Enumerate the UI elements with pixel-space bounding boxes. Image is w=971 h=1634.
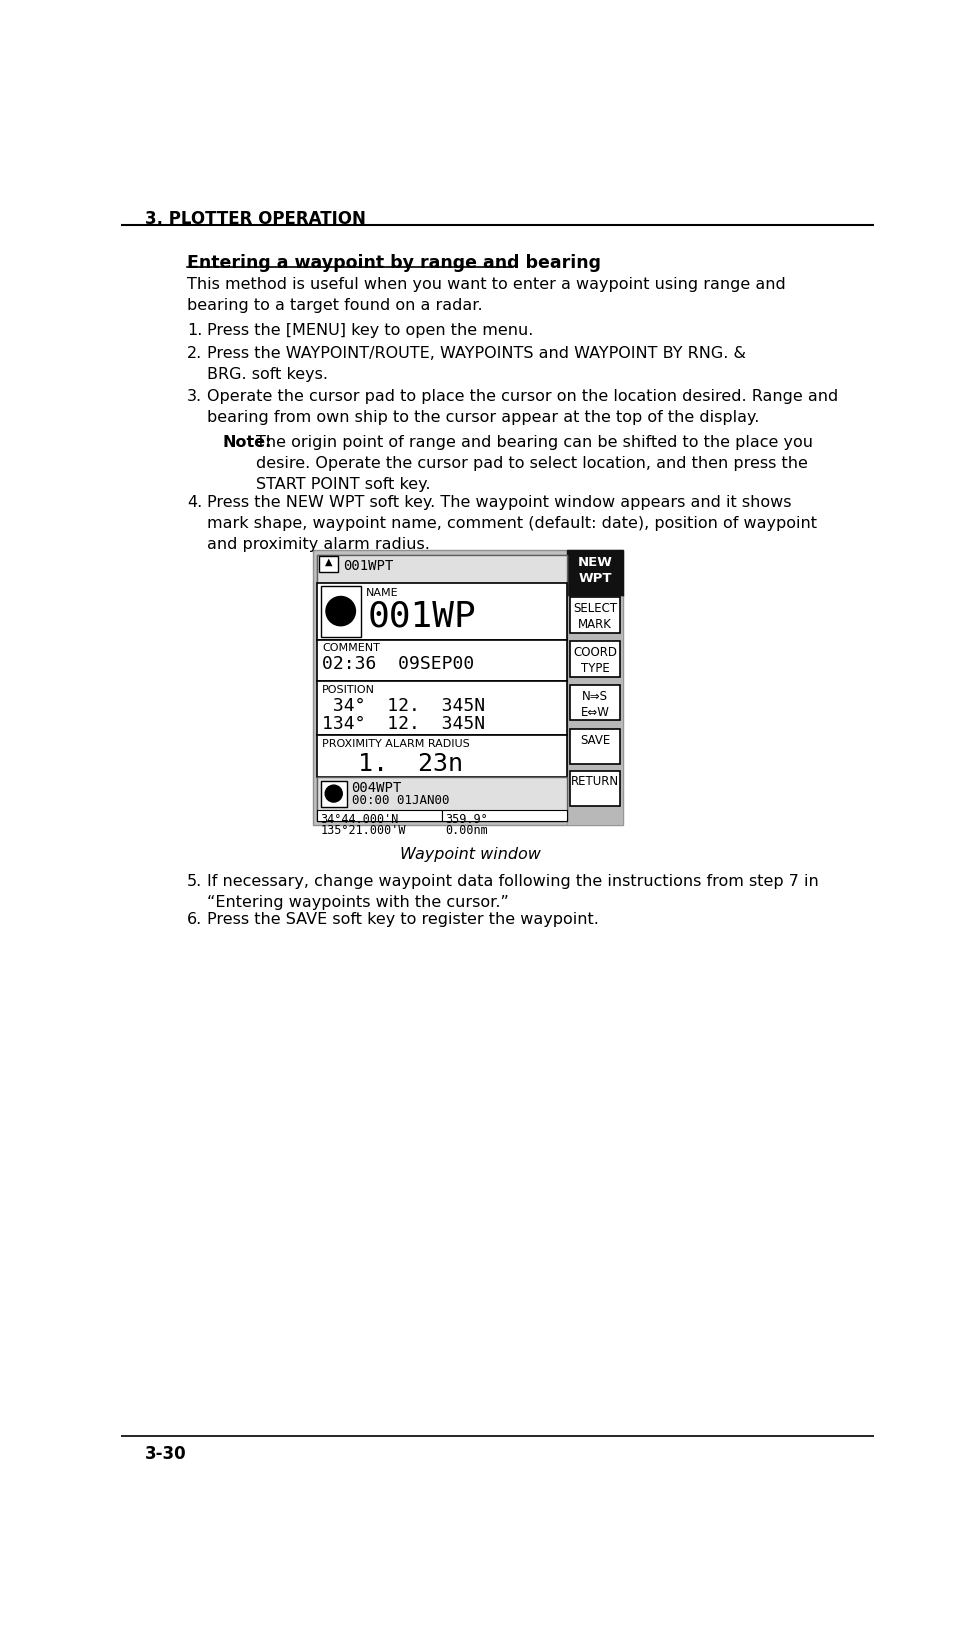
Bar [320,585,361,637]
Text: NEW
WPT: NEW WPT [578,557,613,585]
Text: 359.9°: 359.9° [446,812,488,825]
Text: Operate the cursor pad to place the cursor on the location desired. Range and
be: Operate the cursor pad to place the curs… [207,389,838,425]
Text: SAVE: SAVE [580,734,610,747]
Text: Press the NEW WPT soft key. The waypoint window appears and it shows
mark shape,: Press the NEW WPT soft key. The waypoint… [207,495,817,552]
Bar [318,778,567,820]
Bar [570,598,619,632]
Text: Note:: Note: [222,435,272,449]
Text: 0.00nm: 0.00nm [446,825,488,837]
Text: 001WP: 001WP [368,600,477,634]
Bar [567,596,622,825]
Text: 3-30: 3-30 [145,1444,186,1462]
Text: RETURN: RETURN [571,775,619,788]
Text: 004WPT: 004WPT [352,781,402,796]
Bar [318,639,567,681]
Text: 34°  12.  345N: 34° 12. 345N [322,698,486,716]
Text: 3. PLOTTER OPERATION: 3. PLOTTER OPERATION [145,209,365,227]
Bar [442,810,567,820]
Bar [570,685,619,721]
Text: 34°44.000'N: 34°44.000'N [320,812,399,825]
Text: Press the SAVE soft key to register the waypoint.: Press the SAVE soft key to register the … [207,912,598,926]
Text: 135°21.000'W: 135°21.000'W [320,825,406,837]
Text: Entering a waypoint by range and bearing: Entering a waypoint by range and bearing [187,253,601,271]
Bar [319,557,338,572]
Bar [570,771,619,806]
Text: PROXIMITY ALARM RADIUS: PROXIMITY ALARM RADIUS [322,739,470,748]
Text: COMMENT: COMMENT [322,644,380,654]
Bar [318,556,567,583]
Text: SELECT
MARK: SELECT MARK [573,601,617,631]
Bar [318,810,442,820]
Text: 001WPT: 001WPT [343,559,393,574]
Text: Press the [MENU] key to open the menu.: Press the [MENU] key to open the menu. [207,324,533,338]
Text: This method is useful when you want to enter a waypoint using range and
bearing : This method is useful when you want to e… [187,276,786,314]
Text: 02:36  09SEP00: 02:36 09SEP00 [322,655,475,673]
Bar [318,735,567,778]
Text: 2.: 2. [187,346,203,361]
Bar [318,583,567,639]
Bar [567,551,622,596]
Text: N⇒S
E⇔W: N⇒S E⇔W [581,690,610,719]
Text: NAME: NAME [366,588,399,598]
Bar [570,729,619,765]
Bar [313,551,622,825]
Text: 134°  12.  345N: 134° 12. 345N [322,716,486,734]
Bar [318,681,567,735]
Circle shape [325,784,342,802]
Bar [570,641,619,676]
Text: POSITION: POSITION [322,685,375,694]
Text: 00:00 01JAN00: 00:00 01JAN00 [352,794,449,807]
Circle shape [326,596,355,626]
Text: 6.: 6. [187,912,203,926]
Text: 5.: 5. [187,874,203,889]
Bar [318,556,567,820]
Text: Press the WAYPOINT/ROUTE, WAYPOINTS and WAYPOINT BY RNG. &
BRG. soft keys.: Press the WAYPOINT/ROUTE, WAYPOINTS and … [207,346,746,382]
Text: 1.: 1. [187,324,203,338]
Text: COORD
TYPE: COORD TYPE [573,645,617,675]
Text: Waypoint window: Waypoint window [400,846,541,861]
Text: 4.: 4. [187,495,203,510]
Text: 3.: 3. [187,389,202,404]
Text: The origin point of range and bearing can be shifted to the place you
desire. Op: The origin point of range and bearing ca… [256,435,814,492]
Text: 1.  23n: 1. 23n [357,752,463,776]
Text: ▲: ▲ [324,557,332,567]
Bar [320,781,347,807]
Text: If necessary, change waypoint data following the instructions from step 7 in
“En: If necessary, change waypoint data follo… [207,874,819,910]
